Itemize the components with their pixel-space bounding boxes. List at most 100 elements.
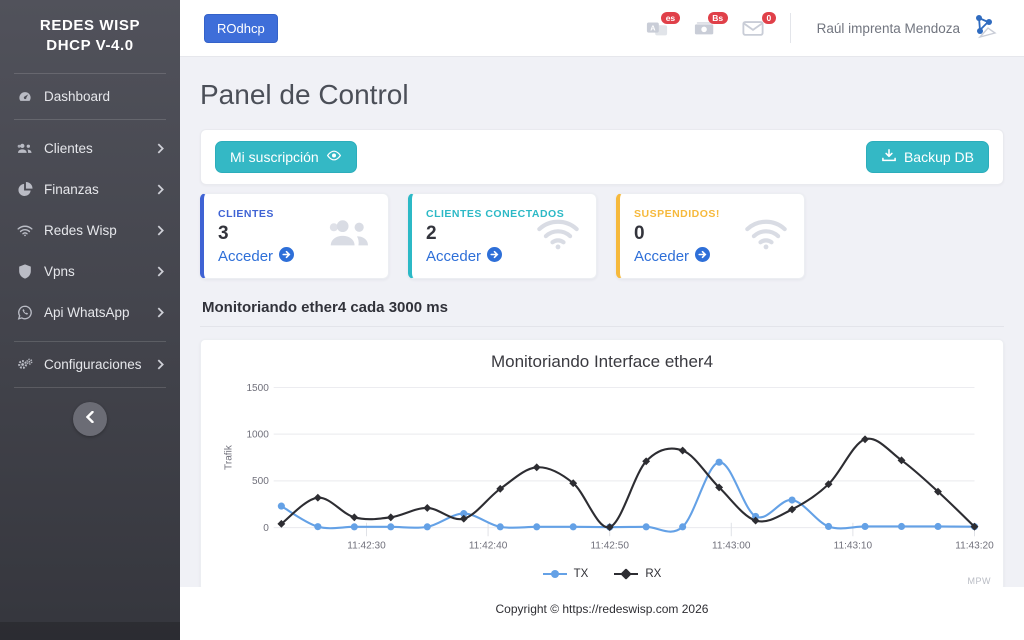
messages-badge: 0 [761,12,776,25]
subscription-button[interactable]: Mi suscripción [215,141,357,173]
sidebar-divider [14,386,166,388]
sidebar-item-configuraciones[interactable]: Configuraciones [0,344,180,385]
sidebar-item-clientes[interactable]: Clientes [0,128,180,169]
language-icon[interactable]: A es [646,12,680,37]
chevron-right-icon [157,184,164,195]
chevron-right-icon [157,359,164,370]
wifi-icon [536,216,580,257]
users-icon [328,216,372,257]
sidebar-collapse-area [0,390,180,448]
brand-line2: DHCP V-4.0 [46,37,134,55]
brand-line1: REDES WISP [39,17,141,34]
acceder-label: Acceder [426,248,482,265]
svg-text:11:42:30: 11:42:30 [347,541,386,552]
sidebar-item-label: Configuraciones [44,356,142,372]
tachometer-icon [16,89,33,104]
sidebar-item-dashboard[interactable]: Dashboard [0,76,180,117]
money-icon[interactable]: Bs [694,12,728,37]
svg-text:0: 0 [263,523,269,534]
svg-text:11:42:40: 11:42:40 [469,541,508,552]
chart-watermark: MPW [967,576,991,586]
sidebar-item-label: Dashboard [44,88,111,104]
user-menu[interactable]: Raúl imprenta Mendoza [817,11,1000,46]
wifi-icon [16,223,33,238]
stat-card-value: 2 [426,223,437,244]
sidebar-brand: REDES WISP DHCP V-4.0 [0,0,180,71]
language-badge: es [661,12,680,25]
network-nodes-icon [970,11,1000,46]
rodhcp-button[interactable]: ROdhcp [204,13,278,43]
sidebar-item-vpns[interactable]: Vpns [0,251,180,292]
backup-db-button[interactable]: Backup DB [865,141,989,173]
sidebar-item-finanzas[interactable]: Finanzas [0,169,180,210]
stat-card-label: CLIENTES CONECTADOS [426,208,565,220]
sidebar-item-label: Redes Wisp [44,222,117,238]
legend-item-tx[interactable]: TX [542,568,589,580]
legend-item-rx[interactable]: RX [614,568,661,580]
shield-icon [16,263,33,279]
footer: Copyright © https://redeswisp.com 2026 [180,587,1024,640]
rx-legend-marker [614,568,639,580]
traffic-line-chart: 0 500 1000 1500 11:42:30 11:42:40 11:42:50 11:4… [223,383,994,552]
copyright-text: Copyright © https://redeswisp.com 2026 [495,602,709,616]
legend-label: TX [573,568,589,580]
svg-text:11:43:00: 11:43:00 [712,541,751,552]
acceder-link[interactable]: Acceder [218,247,295,266]
content: Panel de Control Mi suscripción Backup D… [180,57,1024,587]
svg-text:Trafik: Trafik [223,444,234,470]
arrow-circle-right-icon [695,247,711,266]
stat-card-label: SUSPENDIDOS! [634,208,720,220]
sidebar-item-label: Finanzas [44,181,99,197]
monitor-heading: Monitoriando ether4 cada 3000 ms [202,299,448,316]
chevron-right-icon [157,266,164,277]
sidebar-collapse-button[interactable] [73,401,107,436]
stat-cards-row: CLIENTES 3 Acceder CLIENTES CONECTADOS 2… [200,193,1004,279]
sidebar-divider [14,340,166,342]
stat-card-label: CLIENTES [218,208,274,220]
envelope-icon[interactable]: 0 [742,12,776,37]
sidebar-item-label: Api WhatsApp [44,304,130,320]
sidebar-item-api-whatsapp[interactable]: Api WhatsApp [0,292,180,333]
svg-text:11:42:50: 11:42:50 [590,541,629,552]
page-title: Panel de Control [200,79,409,110]
tx-legend-marker [542,569,567,579]
subscription-button-label: Mi suscripción [230,149,319,165]
top-bar: ROdhcp A es Bs 0 Raúl imprenta Mendoza [180,0,1024,57]
arrow-circle-right-icon [487,247,503,266]
users-icon [16,141,33,156]
currency-badge: Bs [707,12,728,25]
topbar-divider [789,13,791,43]
chart-legend: TX RX [209,566,995,586]
user-name: Raúl imprenta Mendoza [816,20,960,36]
sidebar-footer-strip [0,622,180,640]
clientes-conectados-card: CLIENTES CONECTADOS 2 Acceder [408,193,597,279]
svg-text:500: 500 [252,476,269,487]
acceder-link[interactable]: Acceder [634,247,711,266]
stat-card-value: 0 [634,223,645,244]
pie-chart-icon [16,181,33,197]
chevron-right-icon [157,225,164,236]
svg-text:1000: 1000 [246,430,269,441]
svg-text:A: A [650,23,656,32]
sidebar-divider [14,72,166,74]
sidebar-divider [14,118,166,120]
stat-card-value: 3 [218,223,229,244]
acceder-link[interactable]: Acceder [426,247,503,266]
topbar-right: A es Bs 0 Raúl imprenta Mendoza [646,11,1000,46]
action-panel: Mi suscripción Backup DB [200,129,1004,185]
sidebar-item-redes-wisp[interactable]: Redes Wisp [0,210,180,251]
sidebar: REDES WISP DHCP V-4.0 Dashboard Clientes [0,0,180,640]
traffic-chart-card: Monitoriando Interface ether4 0 500 1000 15… [200,339,1004,587]
clientes-card: CLIENTES 3 Acceder [200,193,389,279]
eye-icon [326,149,342,165]
acceder-label: Acceder [634,248,690,265]
svg-text:11:43:10: 11:43:10 [834,541,873,552]
backup-db-label: Backup DB [903,149,974,165]
wifi-icon [744,216,788,257]
sidebar-group: Clientes Finanzas Redes Wisp [0,122,180,339]
chevron-right-icon [157,307,164,318]
whatsapp-icon [16,305,33,320]
chevron-left-icon [85,410,94,426]
chevron-right-icon [157,143,164,154]
